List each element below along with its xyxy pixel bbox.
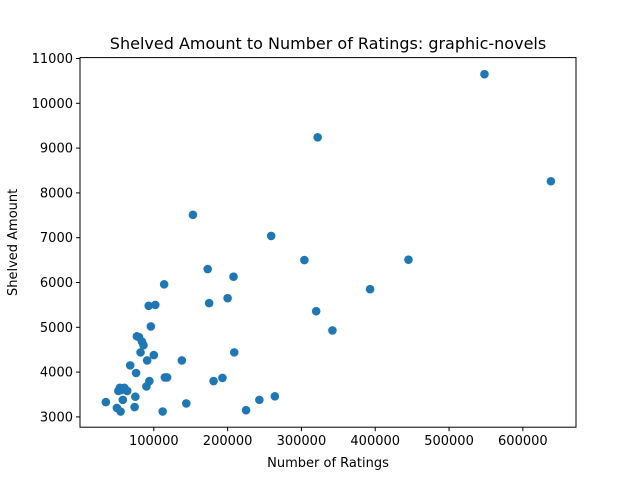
data-point-0 [101,397,111,407]
data-point-48 [365,284,375,294]
data-point-12 [131,392,140,402]
data-point-10 [125,361,135,370]
data-point-37 [223,293,232,303]
data-point-18 [139,340,148,350]
data-point-39 [229,348,239,357]
data-point-20 [142,356,152,365]
y-tick-label: 11000 [32,52,73,67]
x-tick-label: 200000 [203,434,253,449]
data-point-13 [131,368,141,378]
y-tick-label: 9000 [40,142,73,157]
data-point-50 [480,69,489,79]
data-point-44 [300,255,309,265]
data-point-11 [130,402,139,412]
data-point-24 [149,350,159,360]
data-point-36 [218,373,227,383]
data-point-38 [229,272,238,281]
x-tick-label: 400000 [350,434,400,449]
data-point-45 [311,306,321,316]
data-point-25 [150,300,160,310]
y-axis-label: Shelved Amount [6,189,21,296]
data-point-23 [146,322,156,331]
data-point-29 [162,373,172,382]
data-point-49 [404,255,413,264]
data-point-46 [313,133,322,142]
data-point-6 [118,395,128,405]
data-point-51 [546,176,556,186]
data-point-42 [266,231,276,241]
data-point-40 [241,405,251,415]
y-tick-label: 8000 [40,186,73,201]
data-point-32 [188,210,198,220]
y-tick-label: 7000 [40,231,73,246]
points-layer [101,69,556,416]
data-point-33 [203,264,212,274]
y-tick-label: 5000 [40,321,73,336]
data-point-30 [177,356,187,365]
y-tick-label: 4000 [40,366,73,381]
data-point-26 [158,407,167,416]
plot-frame [79,57,577,428]
data-point-16 [136,348,145,357]
data-point-22 [145,376,154,386]
data-point-43 [270,391,280,401]
chart-title: Shelved Amount to Number of Ratings: gra… [110,34,546,53]
data-point-34 [204,298,214,308]
x-tick-label: 500000 [424,434,474,449]
x-tick-label: 600000 [498,434,548,449]
data-point-41 [255,395,264,405]
x-tick-label: 100000 [129,434,179,449]
x-tick-label: 300000 [277,434,327,449]
data-point-4 [116,407,125,416]
data-point-9 [122,386,132,396]
x-axis-label: Number of Ratings [267,456,389,471]
y-tick-label: 6000 [40,276,73,291]
data-point-27 [159,279,169,289]
x-axis-ticks: 100000 200000 300000 400000 500000 600000 [129,427,548,449]
y-tick-label: 10000 [32,97,73,112]
y-tick-label: 3000 [40,410,73,425]
data-point-47 [328,326,337,335]
y-axis-ticks: 3000 4000 5000 6000 7000 8000 9000 10000 11000 [32,52,80,425]
data-point-35 [209,376,218,386]
data-point-31 [181,399,191,408]
data-point-21 [144,301,153,311]
